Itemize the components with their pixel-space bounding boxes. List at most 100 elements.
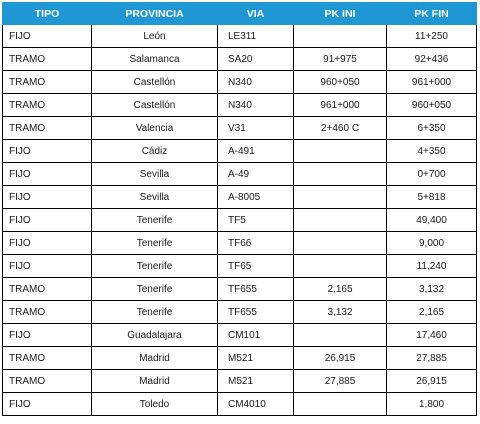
cell-provincia: Castellón [91, 93, 218, 117]
cell-via: LE311 [217, 24, 294, 48]
cell-via: M521 [217, 346, 294, 370]
cell-pk-fin: 92+436 [386, 47, 477, 71]
cell-pk-ini: 91+975 [293, 47, 387, 71]
table-row: FIJO León LE311 11+250 [2, 24, 477, 48]
table-row: TRAMO Madrid M521 26,915 27,885 [2, 346, 477, 370]
table-row: TRAMO Madrid M521 27,885 26,915 [2, 369, 477, 393]
cell-via: N340 [217, 70, 294, 94]
cell-tipo: TRAMO [2, 277, 92, 301]
cell-pk-ini [293, 185, 387, 209]
cell-via: A-491 [217, 139, 294, 163]
table-row: TRAMO Castellón N340 960+050 961+000 [2, 70, 477, 94]
cell-tipo: TRAMO [2, 70, 92, 94]
cell-tipo: TRAMO [2, 346, 92, 370]
cell-pk-ini: 3,132 [293, 300, 387, 324]
cell-tipo: FIJO [2, 231, 92, 255]
cell-pk-fin: 2,165 [386, 300, 477, 324]
cell-tipo: FIJO [2, 185, 92, 209]
table-row: FIJO Guadalajara CM101 17,460 [2, 323, 477, 347]
cell-provincia: Tenerife [91, 254, 218, 278]
cell-pk-fin: 11,240 [386, 254, 477, 278]
cell-pk-ini: 961+000 [293, 93, 387, 117]
header-tipo: TIPO [2, 2, 92, 25]
table-row: FIJO Tenerife TF5 49,400 [2, 208, 477, 232]
header-via: VIA [217, 2, 294, 25]
cell-tipo: FIJO [2, 323, 92, 347]
header-pk-fin: PK FIN [386, 2, 477, 25]
cell-tipo: TRAMO [2, 93, 92, 117]
cell-via: M521 [217, 369, 294, 393]
table-body: FIJO León LE311 11+250 TRAMO Salamanca SA20 91+… [2, 24, 477, 416]
cell-provincia: León [91, 24, 218, 48]
cell-pk-ini: 2,165 [293, 277, 387, 301]
cell-provincia: Salamanca [91, 47, 218, 71]
cell-pk-fin: 27,885 [386, 346, 477, 370]
cell-provincia: Madrid [91, 369, 218, 393]
table-row: TRAMO Valencia V31 2+460 C 6+350 [2, 116, 477, 140]
cell-via: V31 [217, 116, 294, 140]
cell-via: CM4010 [217, 392, 294, 416]
cell-provincia: Sevilla [91, 162, 218, 186]
cell-pk-fin: 1,800 [386, 392, 477, 416]
cell-tipo: TRAMO [2, 300, 92, 324]
cell-pk-ini: 26,915 [293, 346, 387, 370]
cell-pk-ini [293, 208, 387, 232]
cell-pk-ini [293, 24, 387, 48]
cell-provincia: Tenerife [91, 208, 218, 232]
cell-provincia: Tenerife [91, 277, 218, 301]
cell-pk-fin: 6+350 [386, 116, 477, 140]
table-row: FIJO Tenerife TF65 11,240 [2, 254, 477, 278]
radar-table: TIPO PROVINCIA VIA PK INI PK FIN FIJO Leó… [2, 2, 477, 416]
cell-provincia: Madrid [91, 346, 218, 370]
cell-pk-fin: 17,460 [386, 323, 477, 347]
cell-pk-fin: 9,000 [386, 231, 477, 255]
cell-via: N340 [217, 93, 294, 117]
cell-pk-fin: 0+700 [386, 162, 477, 186]
cell-provincia: Cádiz [91, 139, 218, 163]
cell-tipo: FIJO [2, 139, 92, 163]
cell-pk-fin: 961+000 [386, 70, 477, 94]
cell-pk-fin: 3,132 [386, 277, 477, 301]
table-header: TIPO PROVINCIA VIA PK INI PK FIN [2, 2, 477, 25]
cell-pk-fin: 960+050 [386, 93, 477, 117]
cell-provincia: Castellón [91, 70, 218, 94]
cell-provincia: Guadalajara [91, 323, 218, 347]
cell-pk-ini [293, 254, 387, 278]
cell-pk-ini [293, 392, 387, 416]
cell-pk-fin: 5+818 [386, 185, 477, 209]
cell-pk-fin: 49,400 [386, 208, 477, 232]
cell-pk-ini: 2+460 C [293, 116, 387, 140]
table-row: TRAMO Salamanca SA20 91+975 92+436 [2, 47, 477, 71]
table-row: TRAMO Castellón N340 961+000 960+050 [2, 93, 477, 117]
table-container: TIPO PROVINCIA VIA PK INI PK FIN FIJO Leó… [2, 2, 477, 416]
cell-tipo: TRAMO [2, 47, 92, 71]
header-pk-ini: PK INI [293, 2, 387, 25]
cell-via: TF655 [217, 300, 294, 324]
cell-tipo: FIJO [2, 392, 92, 416]
cell-tipo: FIJO [2, 162, 92, 186]
header-provincia: PROVINCIA [91, 2, 218, 25]
header-row: TIPO PROVINCIA VIA PK INI PK FIN [2, 2, 477, 25]
table-row: FIJO Cádiz A-491 4+350 [2, 139, 477, 163]
cell-pk-fin: 26,915 [386, 369, 477, 393]
table-row: FIJO Tenerife TF66 9,000 [2, 231, 477, 255]
cell-provincia: Tenerife [91, 300, 218, 324]
cell-pk-fin: 4+350 [386, 139, 477, 163]
cell-pk-ini [293, 323, 387, 347]
cell-provincia: Valencia [91, 116, 218, 140]
cell-provincia: Sevilla [91, 185, 218, 209]
cell-provincia: Toledo [91, 392, 218, 416]
cell-via: TF65 [217, 254, 294, 278]
cell-tipo: FIJO [2, 24, 92, 48]
cell-via: TF66 [217, 231, 294, 255]
cell-via: TF655 [217, 277, 294, 301]
cell-pk-ini: 960+050 [293, 70, 387, 94]
cell-tipo: FIJO [2, 254, 92, 278]
cell-via: SA20 [217, 47, 294, 71]
cell-via: A-8005 [217, 185, 294, 209]
cell-via: A-49 [217, 162, 294, 186]
cell-pk-ini [293, 139, 387, 163]
cell-via: TF5 [217, 208, 294, 232]
table-row: FIJO Toledo CM4010 1,800 [2, 392, 477, 416]
cell-pk-fin: 11+250 [386, 24, 477, 48]
